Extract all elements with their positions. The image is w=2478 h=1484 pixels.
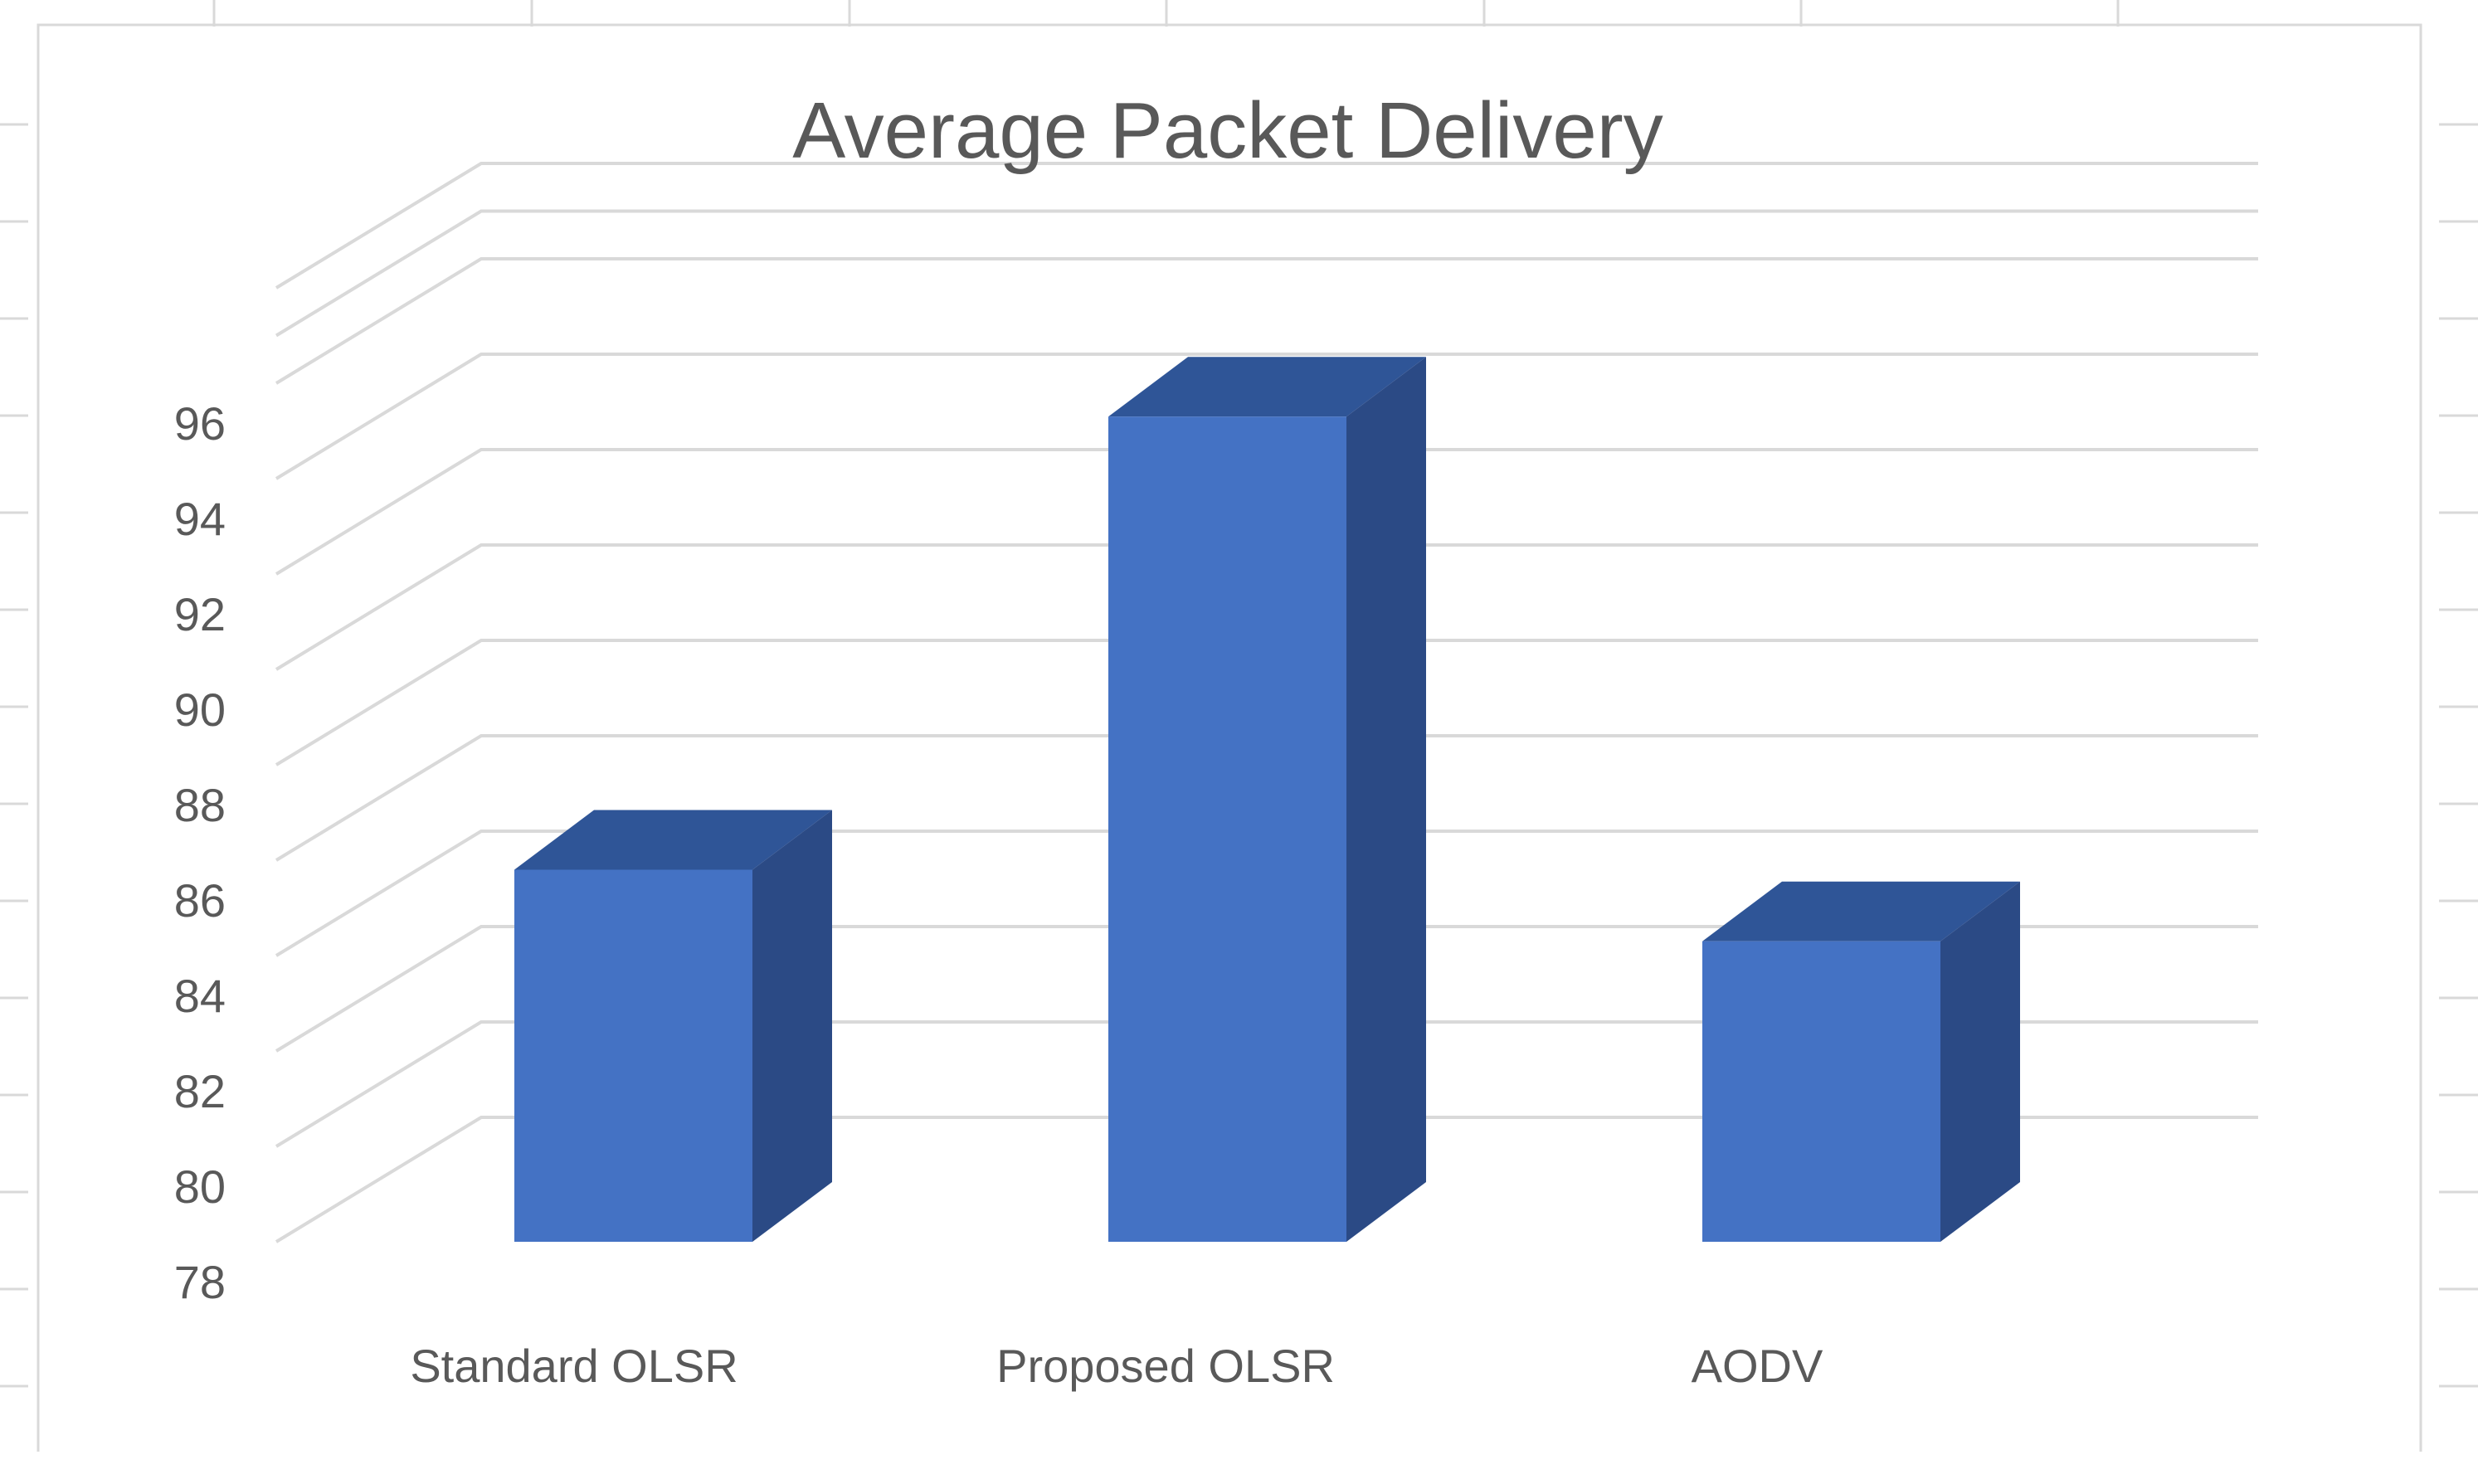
gridline bbox=[275, 257, 2258, 385]
x-axis-labels: Standard OLSR Proposed OLSR AODV bbox=[410, 1340, 1823, 1392]
gridline bbox=[275, 353, 2258, 480]
bar bbox=[514, 810, 832, 1242]
bar bbox=[1108, 357, 1426, 1242]
y-tick-label: 92 bbox=[174, 588, 226, 640]
bar-top-face bbox=[514, 810, 832, 870]
y-tick-label: 90 bbox=[174, 684, 226, 736]
y-tick-label: 84 bbox=[174, 970, 226, 1022]
gridline bbox=[275, 830, 2258, 957]
y-tick-label: 94 bbox=[174, 493, 226, 545]
y-tick-label: 96 bbox=[174, 397, 226, 450]
y-tick-label: 88 bbox=[174, 779, 226, 831]
bar-side-face bbox=[752, 810, 832, 1242]
bar-side-face bbox=[1940, 881, 2020, 1242]
bar-top-face bbox=[1702, 881, 2020, 941]
y-tick-label: 82 bbox=[174, 1065, 226, 1117]
y-tick-label: 80 bbox=[174, 1160, 226, 1213]
gridline bbox=[275, 162, 2258, 290]
chart-title: Average Packet Delivery bbox=[792, 86, 1663, 175]
bar bbox=[1702, 881, 2020, 1242]
gridline bbox=[275, 639, 2258, 766]
x-category-label: Standard OLSR bbox=[410, 1340, 738, 1392]
bar-front-face bbox=[1702, 941, 1940, 1242]
bar-top-face bbox=[1108, 357, 1426, 417]
gridlines bbox=[275, 162, 2258, 1243]
gridline bbox=[275, 543, 2258, 671]
y-tick-label: 86 bbox=[174, 874, 226, 927]
bar-side-face bbox=[1346, 357, 1426, 1242]
y-axis-ticks: 78 80 82 84 86 88 90 92 94 96 bbox=[174, 397, 226, 1308]
chart-frame bbox=[37, 23, 2422, 1452]
gridline bbox=[275, 734, 2258, 862]
gridline bbox=[275, 448, 2258, 576]
x-category-label: AODV bbox=[1692, 1340, 1823, 1392]
x-category-label: Proposed OLSR bbox=[996, 1340, 1335, 1392]
y-tick-label: 78 bbox=[174, 1256, 226, 1308]
bars bbox=[514, 357, 2020, 1242]
spreadsheet-background bbox=[0, 0, 2478, 1452]
bar-front-face bbox=[1108, 416, 1346, 1242]
gridline bbox=[275, 925, 2258, 1053]
gridline bbox=[275, 1116, 2258, 1243]
gridline bbox=[275, 1020, 2258, 1148]
bar-front-face bbox=[514, 869, 752, 1242]
gridline bbox=[275, 209, 2258, 338]
